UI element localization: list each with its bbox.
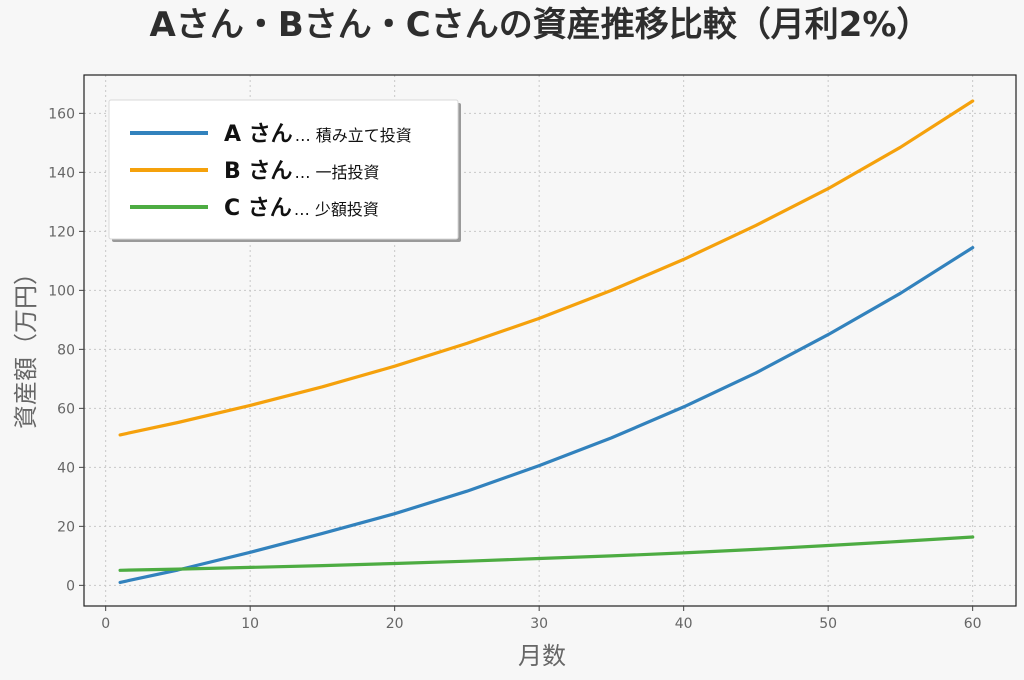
x-tick-label: 10 bbox=[241, 616, 259, 632]
series-line-3 bbox=[118, 535, 975, 572]
y-tick-label: 100 bbox=[48, 283, 75, 299]
x-tick-label: 50 bbox=[819, 616, 837, 632]
legend-entry: B さん… 一括投資 bbox=[224, 159, 380, 184]
series-line-2 bbox=[118, 99, 975, 437]
legend-entry-name: C さん bbox=[224, 196, 292, 221]
x-tick-label: 20 bbox=[386, 616, 404, 632]
legend-entry: A さん… 積み立て投資 bbox=[224, 122, 412, 147]
chart-title: Aさん・Bさん・Cさんの資産推移比較（月利2%） bbox=[150, 5, 931, 45]
y-tick-label: 20 bbox=[57, 519, 75, 535]
legend-entry-name: B さん bbox=[224, 159, 292, 184]
legend-entry: C さん… 少額投資 bbox=[224, 196, 379, 221]
x-axis-label: 月数 bbox=[518, 642, 566, 670]
x-tick-label: 40 bbox=[675, 616, 693, 632]
x-tick-label: 60 bbox=[964, 616, 982, 632]
axis-ticks: 0 10 20 30 40 50 60 0 20 40 60 80 100 120 140 160 bbox=[48, 106, 981, 632]
y-tick-label: 160 bbox=[48, 106, 75, 122]
legend-entry-desc: … 積み立て投資 bbox=[295, 126, 412, 145]
legend-entry-desc: … 一括投資 bbox=[294, 163, 379, 182]
y-tick-label: 120 bbox=[48, 224, 75, 240]
legend-entry-desc: … 少額投資 bbox=[294, 200, 379, 219]
legend-entry-name: A さん bbox=[224, 122, 293, 147]
plot-area bbox=[83, 74, 1017, 607]
y-tick-label: 80 bbox=[57, 342, 75, 358]
series-line-1 bbox=[118, 246, 975, 585]
x-tick-label: 0 bbox=[101, 616, 110, 632]
y-tick-label: 140 bbox=[48, 165, 75, 181]
y-axis-label: 資産額（万円） bbox=[12, 261, 40, 429]
y-tick-label: 0 bbox=[66, 578, 75, 594]
y-tick-label: 40 bbox=[57, 460, 75, 476]
series-lines bbox=[118, 99, 975, 585]
y-tick-label: 60 bbox=[57, 401, 75, 417]
x-tick-label: 30 bbox=[530, 616, 548, 632]
